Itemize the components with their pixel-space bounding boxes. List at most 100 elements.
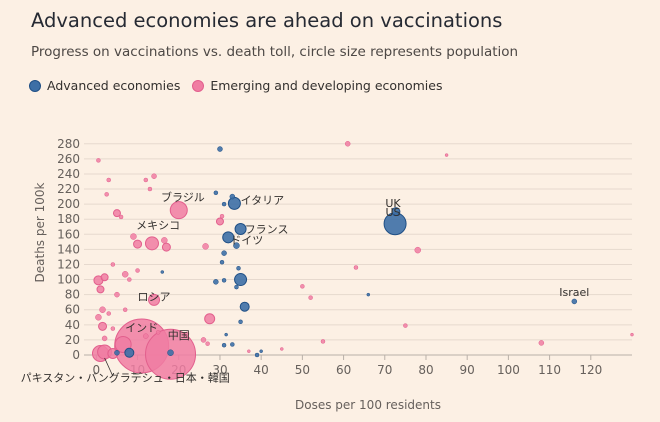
data-point-advanced [239,301,250,312]
data-point-advanced [221,201,227,207]
x-tick-label: 100 [497,363,520,377]
data-point-emerging [403,323,408,328]
y-tick-label: 220 [57,182,80,196]
data-point-emerging [300,284,305,289]
data-point-advanced [221,342,227,348]
x-tick-label: 70 [377,363,392,377]
legend-item-advanced: Advanced economies [29,78,180,93]
y-tick-label: 200 [57,197,80,211]
data-point-emerging [114,291,120,298]
data-point-emerging [110,326,116,331]
y-tick-label: 260 [57,152,80,166]
y-tick-label: 120 [57,257,80,271]
x-tick-label: 50 [295,363,310,377]
x-axis-label: Doses per 100 residents [295,398,441,412]
data-point-emerging [144,236,159,251]
x-tick-label: 0 [93,363,101,377]
annotation-leader-line [104,357,114,377]
data-point-emerging [143,177,149,183]
data-point-advanced [366,292,371,297]
data-point-emerging [122,307,128,312]
data-point-emerging [202,243,209,250]
data-point-emerging [135,268,140,273]
data-point-emerging [95,314,102,321]
legend-swatch-emerging [192,79,205,92]
data-point-emerging [148,293,161,306]
annotation-label: Israel [559,286,589,299]
data-point-advanced [124,347,135,358]
annotation-label: メキシコ [136,219,180,232]
data-point-emerging [353,265,359,270]
data-point-advanced [234,273,248,287]
data-point-advanced [221,278,227,283]
data-point-advanced [167,349,174,356]
chart-title: Advanced economies are ahead on vaccinat… [31,9,503,32]
data-point-emerging [130,233,137,240]
data-point-advanced [230,342,235,347]
data-point-advanced [222,231,235,244]
y-tick-label: 100 [57,273,80,287]
y-axis-label: Deaths per 100k [33,182,47,282]
data-point-emerging [104,192,109,197]
data-point-advanced [391,207,401,217]
data-point-emerging [538,340,545,346]
data-point-emerging [98,321,108,331]
annotation-label: イタリア [241,194,285,207]
data-point-advanced [160,270,165,274]
data-point-emerging [344,141,351,147]
annotation-label: 中国 [168,329,190,342]
data-point-emerging [100,273,109,282]
data-point-advanced [234,284,239,290]
annotation-label: インド [125,322,158,335]
data-point-emerging [118,214,124,220]
data-point-advanced [114,349,120,356]
x-tick-label: 30 [212,363,227,377]
data-point-emerging [121,271,129,278]
annotation-label: ブラジル [161,190,205,204]
data-point-advanced [224,332,228,337]
x-tick-label: 90 [460,363,475,377]
y-tick-label: 60 [65,303,80,317]
data-point-emerging [630,332,634,337]
y-tick-label: 80 [65,288,80,302]
data-point-emerging [143,333,149,339]
data-point-advanced [213,279,219,285]
y-tick-label: 0 [72,348,80,362]
data-point-emerging [200,337,207,343]
data-point-emerging [169,201,188,220]
data-point-advanced [571,298,578,305]
legend: Advanced economies Emerging and developi… [29,78,454,93]
y-tick-label: 20 [65,333,80,347]
data-point-emerging [414,246,421,254]
data-point-emerging [219,213,225,219]
data-point-emerging [184,331,190,337]
data-point-emerging [320,339,326,344]
data-point-emerging [308,295,313,300]
data-point-emerging [106,177,111,183]
data-point-advanced [219,259,225,265]
data-point-emerging [280,347,284,351]
y-tick-label: 240 [57,167,80,181]
x-tick-label: 40 [254,363,269,377]
annotation-label: UK [385,197,401,210]
x-tick-label: 60 [336,363,351,377]
data-point-emerging [147,186,153,192]
data-point-advanced [213,190,219,196]
data-point-emerging [161,237,168,244]
data-point-advanced [238,319,243,325]
data-point-advanced [236,265,241,271]
data-point-advanced [259,349,263,353]
y-tick-label: 40 [65,318,80,332]
annotation-label: ロシア [138,291,171,304]
data-point-advanced [229,193,236,200]
data-point-advanced [233,242,240,249]
legend-item-emerging: Emerging and developing economies [192,78,442,93]
data-point-advanced [227,196,241,210]
data-point-emerging [444,153,449,157]
data-point-emerging [247,349,251,353]
data-point-emerging [106,311,111,316]
legend-label-emerging: Emerging and developing economies [210,78,443,93]
annotation-label: ドイツ [230,234,263,247]
data-point-advanced [234,223,247,236]
data-point-advanced [254,352,260,358]
